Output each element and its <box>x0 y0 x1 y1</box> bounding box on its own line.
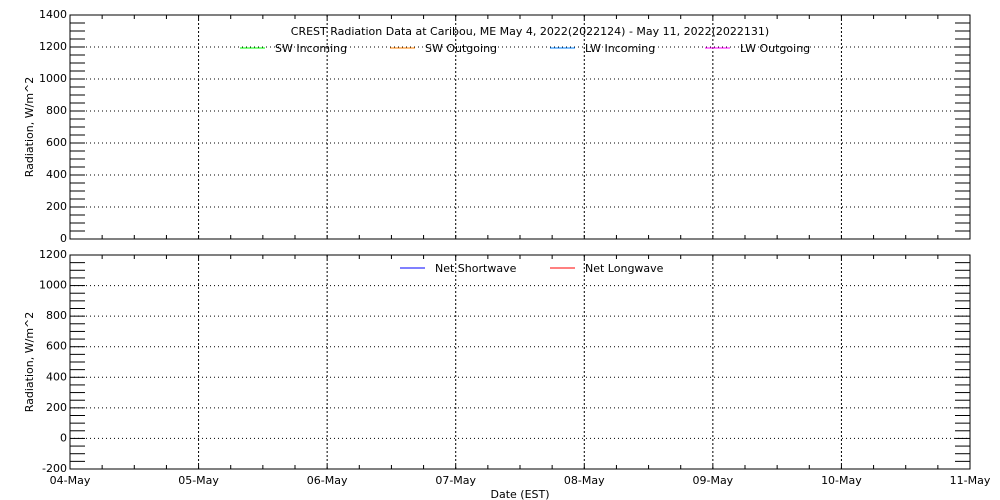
y-tick-label: 1000 <box>39 72 67 85</box>
legend-item: LW Outgoing <box>705 42 810 55</box>
y-tick-label: 200 <box>46 200 67 213</box>
y-tick-label: 400 <box>46 370 67 383</box>
legend-label: Net Longwave <box>585 262 664 275</box>
legend-item: SW Outgoing <box>390 42 497 55</box>
legend-item: SW Incoming <box>240 42 347 55</box>
y-tick-label: 200 <box>46 401 67 414</box>
x-tick-label: 07-May <box>435 474 476 487</box>
x-tick-label: 11-May <box>950 474 991 487</box>
y-tick-label: 1000 <box>39 279 67 292</box>
y-tick-label: 0 <box>60 232 67 245</box>
x-tick-label: 10-May <box>821 474 862 487</box>
y-tick-label: 1200 <box>39 40 67 53</box>
legend-label: SW Incoming <box>275 42 347 55</box>
y-tick-label: 600 <box>46 340 67 353</box>
x-tick-label: 05-May <box>178 474 219 487</box>
x-tick-label: 04-May <box>50 474 91 487</box>
y-axis-label: Radiation, W/m^2 <box>23 312 36 413</box>
y-tick-label: -200 <box>42 462 67 475</box>
legend-item: Net Shortwave <box>400 262 517 275</box>
legend-label: LW Outgoing <box>740 42 810 55</box>
y-tick-label: 800 <box>46 309 67 322</box>
panel-2: -200 0 200 400 600 800 1000 1200 04-May 05-May 06-… <box>23 248 991 500</box>
x-tick-label: 08-May <box>564 474 605 487</box>
y-tick-label: 1200 <box>39 248 67 261</box>
legend-label: Net Shortwave <box>435 262 517 275</box>
x-tick-label: 06-May <box>307 474 348 487</box>
y-tick-label: 400 <box>46 168 67 181</box>
panel-1: 0 200 400 600 800 1000 1200 1400 Radiation, W/m^… <box>23 8 971 245</box>
y-tick-label: 800 <box>46 104 67 117</box>
y-tick-label: 0 <box>60 431 67 444</box>
legend-item: LW Incoming <box>550 42 655 55</box>
plot-frame <box>69 14 971 240</box>
chart-title: CREST Radiation Data at Caribou, ME May … <box>291 25 769 38</box>
y-tick-label: 600 <box>46 136 67 149</box>
x-axis-label: Date (EST) <box>490 488 549 500</box>
legend-label: LW Incoming <box>585 42 655 55</box>
y-tick-label: 1400 <box>39 8 67 21</box>
x-tick-label: 09-May <box>692 474 733 487</box>
y-axis-label: Radiation, W/m^2 <box>23 77 36 178</box>
legend-item: Net Longwave <box>550 262 664 275</box>
plot-frame <box>69 254 971 470</box>
legend-label: SW Outgoing <box>425 42 497 55</box>
